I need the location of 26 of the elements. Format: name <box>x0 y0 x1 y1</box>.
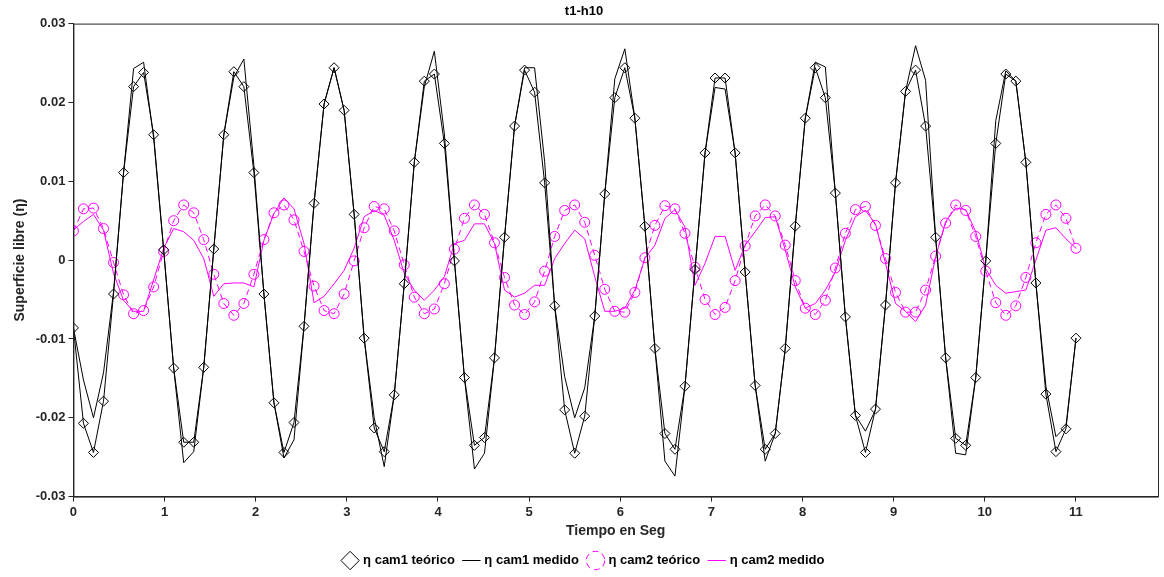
y-tick-label: -0.02 <box>35 409 66 425</box>
legend-label: η cam2 teórico <box>608 552 701 568</box>
x-tick-label: 9 <box>890 503 898 519</box>
y-tick-label: 0.03 <box>40 15 66 31</box>
x-tick-label: 2 <box>252 503 260 519</box>
legend-label: η cam2 medido <box>729 552 825 568</box>
x-tick-label: 3 <box>343 503 351 519</box>
y-tick-label: 0 <box>58 251 66 267</box>
x-tick-label: 7 <box>707 503 716 519</box>
x-tick-label: 5 <box>525 503 533 519</box>
y-tick-label: -0.01 <box>35 330 66 346</box>
x-axis-title: Tiempo en Seg <box>566 522 666 539</box>
x-tick-label: 8 <box>798 503 807 519</box>
x-tick-label: 11 <box>1069 503 1083 519</box>
chart-title: t1-h10 <box>564 3 604 19</box>
y-axis-title: Superficie libre (η) <box>11 198 28 322</box>
x-tick-label: 1 <box>160 503 169 519</box>
x-tick-label: 4 <box>434 503 443 519</box>
y-tick-label: 0.01 <box>40 172 66 188</box>
x-tick-label: 0 <box>69 503 78 519</box>
x-tick-label: 6 <box>616 503 624 519</box>
x-tick-label: 10 <box>977 503 993 519</box>
legend-label: η cam1 medido <box>484 552 580 568</box>
y-tick-label: -0.03 <box>35 488 66 504</box>
legend-label: η cam1 teórico <box>363 552 455 568</box>
y-tick-label: 0.02 <box>40 94 66 110</box>
